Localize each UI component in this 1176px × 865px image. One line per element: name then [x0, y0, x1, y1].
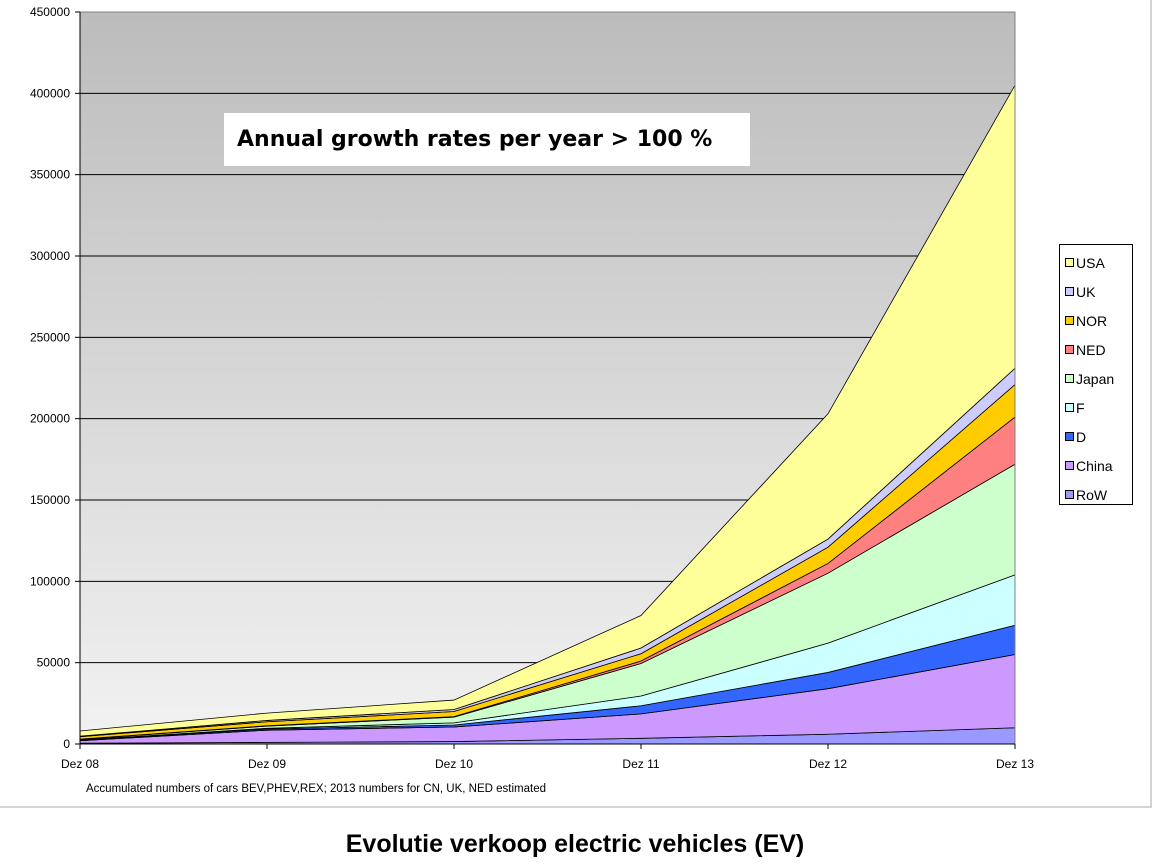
legend-label: USA [1076, 254, 1105, 271]
legend-swatch [1065, 316, 1074, 325]
x-tick-label: Dez 13 [996, 757, 1034, 771]
legend-item-d: D [1060, 422, 1132, 451]
y-tick-label: 100000 [30, 574, 70, 588]
legend-item-row: RoW [1060, 480, 1132, 509]
caption: Evolutie verkoop electric vehicles (EV) [345, 830, 805, 858]
legend-item-uk: UK [1060, 277, 1132, 306]
legend-label: RoW [1076, 486, 1108, 503]
legend-swatch [1065, 403, 1074, 412]
legend-item-f: F [1060, 393, 1132, 422]
footnote: Accumulated numbers of cars BEV,PHEV,REX… [86, 783, 546, 795]
legend-item-usa: USA [1060, 248, 1132, 277]
y-tick-label: 150000 [30, 493, 70, 507]
legend-label: NED [1076, 341, 1106, 358]
y-tick-label: 300000 [30, 249, 70, 263]
legend-swatch [1065, 345, 1074, 354]
x-tick-label: Dez 09 [248, 757, 286, 771]
chart-frame: 0 50000 100000 150000 200000 250000 300000 3500… [0, 0, 1152, 808]
y-tick-label: 200000 [30, 412, 70, 426]
legend-label: Japan [1076, 370, 1115, 387]
legend-item-nor: NOR [1060, 306, 1132, 335]
legend-label: NOR [1076, 312, 1108, 329]
x-tick-label: Dez 10 [435, 757, 473, 771]
legend-swatch [1065, 432, 1074, 441]
x-tick-label: Dez 08 [61, 757, 99, 771]
y-tick-label: 50000 [37, 656, 71, 670]
y-tick-label: 400000 [30, 86, 70, 100]
legend: USA UK NOR NED Japan F D China RoW [1059, 244, 1133, 505]
legend-swatch [1065, 461, 1074, 470]
legend-swatch [1065, 490, 1074, 499]
legend-swatch [1065, 258, 1074, 267]
x-tick-label: Dez 11 [622, 757, 659, 771]
growth-annotation: Annual growth rates per year > 100 % [224, 113, 750, 166]
y-tick-label: 350000 [30, 168, 70, 182]
x-tick-label: Dez 12 [809, 757, 847, 771]
legend-item-china: China [1060, 451, 1132, 480]
legend-swatch [1065, 287, 1074, 296]
legend-label: China [1076, 457, 1113, 474]
y-tick-label: 250000 [30, 330, 70, 344]
y-tick-label: 450000 [30, 5, 70, 19]
legend-swatch [1065, 374, 1074, 383]
legend-item-ned: NED [1060, 335, 1132, 364]
legend-item-japan: Japan [1060, 364, 1132, 393]
y-tick-label: 0 [63, 737, 70, 751]
legend-label: D [1076, 428, 1087, 445]
legend-label: UK [1076, 283, 1096, 300]
legend-label: F [1076, 399, 1085, 416]
